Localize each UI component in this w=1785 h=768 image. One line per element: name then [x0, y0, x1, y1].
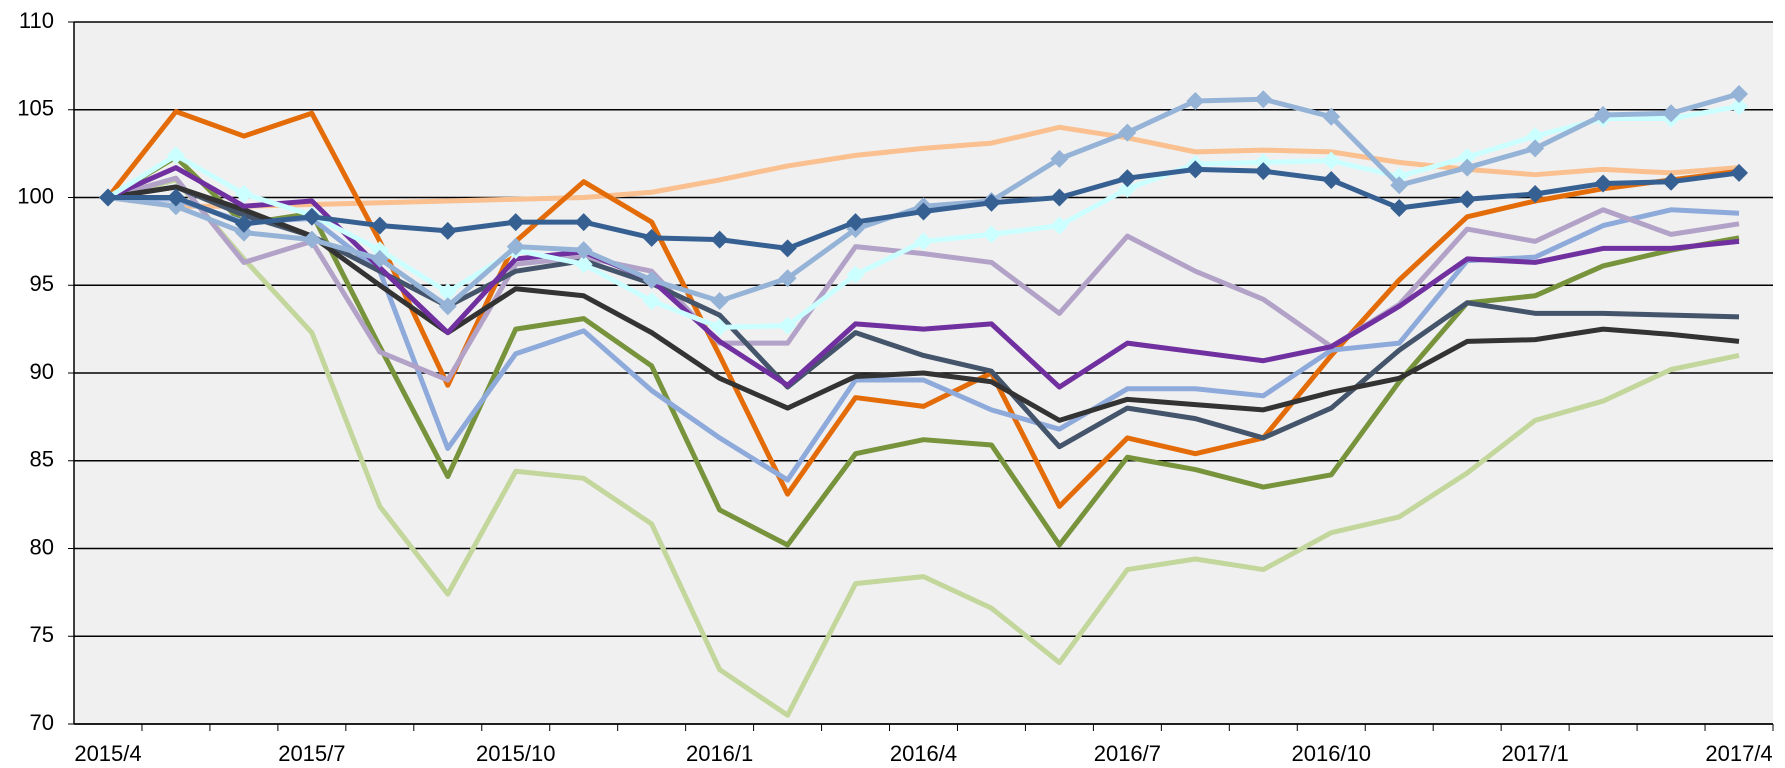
y-tick-label: 100 [17, 183, 54, 208]
point-marker [982, 193, 1001, 212]
point-marker [914, 232, 933, 251]
point-marker [710, 292, 729, 311]
point-marker [1118, 179, 1137, 198]
point-marker [370, 216, 389, 235]
x-tick-label: 2016/10 [1291, 741, 1371, 766]
point-marker [438, 297, 457, 316]
point-marker [1526, 139, 1545, 158]
point-marker [1662, 104, 1681, 123]
point-marker [1118, 169, 1137, 188]
x-tick-label: 2015/7 [278, 741, 345, 766]
y-tick-label: 95 [30, 271, 54, 296]
series-line [107, 184, 1740, 423]
point-marker [234, 214, 253, 233]
y-tick-label: 110 [19, 8, 54, 33]
point-marker [642, 270, 661, 289]
x-tick-label: 2015/4 [74, 741, 141, 766]
point-marker [1322, 151, 1341, 170]
point-marker [642, 292, 661, 311]
point-marker [166, 146, 185, 165]
point-marker [846, 213, 865, 232]
series-line [107, 175, 1740, 383]
point-marker [506, 213, 525, 232]
point-marker [642, 228, 661, 247]
point-marker [1186, 160, 1205, 179]
point-marker [438, 221, 457, 240]
point-marker [1050, 149, 1069, 168]
point-marker [1526, 184, 1545, 203]
point-marker [1254, 90, 1273, 109]
point-marker [98, 188, 117, 207]
point-marker [710, 230, 729, 249]
point-marker [166, 188, 185, 207]
point-marker [506, 237, 525, 256]
point-marker [778, 269, 797, 288]
y-tick-label: 75 [30, 622, 54, 647]
point-marker [710, 318, 729, 337]
point-marker [778, 239, 797, 258]
point-marker [234, 184, 253, 203]
series-line [107, 184, 1740, 450]
point-marker [1050, 188, 1069, 207]
point-marker [1322, 107, 1341, 126]
y-tick-label: 105 [17, 96, 54, 121]
point-marker [1730, 84, 1749, 103]
point-marker [302, 207, 321, 226]
x-tick-label: 2015/10 [476, 741, 556, 766]
x-tick-label: 2016/4 [890, 741, 957, 766]
y-tick-label: 70 [30, 710, 54, 735]
point-marker [1050, 216, 1069, 235]
point-marker [982, 225, 1001, 244]
point-marker [846, 265, 865, 284]
y-tick-label: 85 [30, 447, 54, 472]
point-marker [1390, 176, 1409, 195]
x-tick-label: 2016/1 [686, 741, 753, 766]
point-marker [914, 202, 933, 221]
y-tick-label: 80 [30, 534, 54, 559]
point-marker [1390, 199, 1409, 218]
point-marker [1662, 172, 1681, 191]
point-marker [1730, 97, 1749, 116]
point-marker [1730, 163, 1749, 182]
point-marker [574, 255, 593, 274]
x-tick-label: 2017/1 [1501, 741, 1568, 766]
point-marker [438, 283, 457, 302]
x-tick-label: 2017/4 [1705, 741, 1772, 766]
y-tick-label: 90 [30, 359, 54, 384]
point-marker [1458, 190, 1477, 209]
point-marker [1458, 158, 1477, 177]
point-marker [370, 249, 389, 268]
point-marker [574, 241, 593, 260]
point-marker [574, 213, 593, 232]
point-marker [302, 230, 321, 249]
x-tick-label: 2016/7 [1094, 741, 1161, 766]
point-marker [778, 316, 797, 335]
point-marker [1186, 91, 1205, 110]
point-marker [1322, 170, 1341, 189]
point-marker [1594, 174, 1613, 193]
point-marker [1118, 123, 1137, 142]
point-marker [1526, 127, 1545, 146]
point-marker [1254, 162, 1273, 181]
series-line [107, 177, 1740, 718]
point-marker [1594, 106, 1613, 125]
point-marker [1458, 148, 1477, 167]
